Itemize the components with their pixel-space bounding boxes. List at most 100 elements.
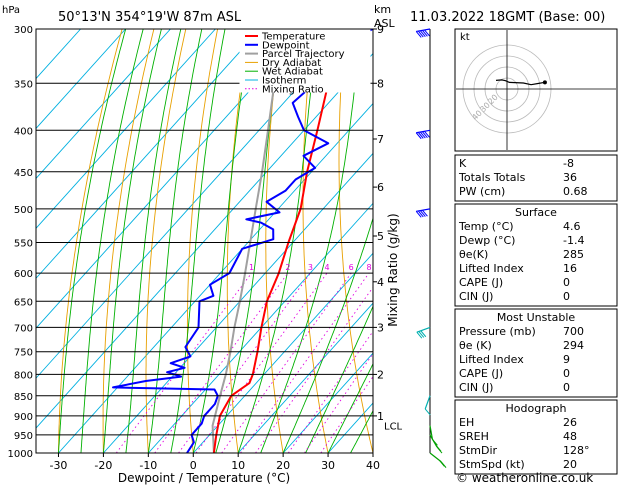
parcel-trajectory — [211, 29, 284, 453]
unstable-label: CAPE (J) — [459, 367, 503, 380]
datetime-title: 11.03.2022 18GMT (Base: 00) — [410, 10, 605, 25]
surface-value: 16 — [563, 262, 577, 275]
hodograph-unit: kt — [460, 32, 470, 43]
surface-label: CIN (J) — [459, 290, 493, 303]
wind-barb-shaft — [429, 434, 438, 448]
pressure-tick-label: 350 — [14, 79, 33, 90]
basic-label: K — [459, 157, 467, 170]
surface-label: Lifted Index — [459, 262, 524, 275]
wind-barb-flag — [419, 30, 426, 38]
wind-barb-shaft — [429, 425, 434, 440]
isotherm-line — [36, 52, 373, 429]
hodo-label: StmSpd (kt) — [459, 458, 525, 471]
legend-label: Parcel Trajectory — [262, 49, 345, 60]
mixing-ratio-label: 6 — [349, 263, 354, 272]
mixing-ratio-label: 1 — [249, 263, 254, 272]
wind-barb-flag — [418, 331, 425, 338]
isotherm-line — [237, 302, 373, 453]
isotherm-line — [36, 29, 216, 230]
km-tick-label: 9 — [377, 23, 384, 36]
basic-box — [454, 154, 618, 202]
pressure-tick-label: 650 — [14, 297, 33, 308]
basic-value: 36 — [563, 171, 577, 184]
unstable-value: 294 — [563, 339, 584, 352]
pressure-tick-label: 950 — [14, 431, 33, 442]
unstable-title: Most Unstable — [497, 311, 576, 324]
hodograph-trace — [495, 79, 546, 86]
isotherm-line — [36, 29, 171, 180]
basic-label: Totals Totals — [458, 171, 526, 184]
wind-barb-flag — [419, 210, 426, 217]
unstable-value: 9 — [563, 353, 570, 366]
unstable-value: 0 — [563, 381, 570, 394]
surface-label: Temp (°C) — [458, 220, 514, 233]
x-tick-label: -30 — [49, 459, 67, 472]
unstable-value: 700 — [563, 325, 584, 338]
x-tick-label: 30 — [321, 459, 335, 472]
isotherm-line — [192, 252, 373, 453]
isotherm-line — [282, 352, 373, 453]
wind-barb-flag — [420, 330, 427, 338]
basic-value: -8 — [563, 157, 574, 170]
pressure-tick-label: 700 — [14, 323, 33, 334]
pressure-tick-label: 550 — [14, 238, 33, 249]
wind-barb-flag — [422, 30, 428, 37]
mixing-ratio-label: 4 — [324, 263, 329, 272]
isotherm-line — [36, 29, 351, 379]
pressure-tick-label: 500 — [14, 205, 33, 216]
hodograph-frame — [454, 28, 618, 152]
surface-value: 0 — [563, 276, 570, 289]
pressure-tick-label: 750 — [14, 348, 33, 359]
km-tick-label: 8 — [377, 77, 384, 90]
x-tick-label: 10 — [231, 459, 245, 472]
y-axis-label-mixing-ratio: Mixing Ratio (g/kg) — [386, 213, 400, 326]
wind-barb-flag — [417, 30, 424, 38]
wind-barb-flag — [419, 131, 426, 139]
wind-barb-flag — [417, 210, 424, 218]
pressure-tick-label: 900 — [14, 412, 33, 423]
isotherm-line — [36, 29, 126, 130]
isotherm-line — [147, 202, 373, 453]
mixing-ratio-label: 3 — [308, 263, 313, 272]
mixing-ratio-line — [178, 272, 311, 453]
wind-barb-shaft — [424, 395, 431, 410]
hodo-value: 26 — [563, 416, 577, 429]
pressure-tick-label: 400 — [14, 126, 33, 137]
wind-barb-flag — [435, 444, 442, 452]
km-tick-label: 4 — [377, 276, 384, 289]
wind-barb-flag — [424, 408, 431, 416]
wind-barb-flag — [415, 132, 422, 140]
surface-value: 285 — [563, 248, 584, 261]
isotherm-line — [103, 152, 373, 453]
km-tick-label: 7 — [377, 133, 384, 146]
surface-label: CAPE (J) — [459, 276, 503, 289]
legend-label: Dry Adiabat — [262, 58, 321, 69]
km-tick-label: 3 — [377, 321, 384, 334]
isotherm-line — [36, 29, 261, 279]
x-tick-label: 20 — [276, 459, 290, 472]
mixing-ratio-line — [240, 272, 370, 453]
mixing-ratio-line — [221, 272, 352, 453]
legend-label: Wet Adiabat — [262, 67, 323, 78]
hodograph-storm-motion — [542, 80, 547, 85]
dry-adiabat-line — [338, 29, 373, 453]
wet-adiabat-line — [327, 362, 373, 453]
x-axis-label: Dewpoint / Temperature (°C) — [118, 471, 290, 485]
wind-barb-flag — [424, 130, 430, 138]
location-title: 50°13'N 354°19'W 87m ASL — [58, 10, 242, 25]
surface-value: 0 — [563, 290, 570, 303]
wind-barb-flag — [422, 131, 428, 138]
asl-axis-unit: ASL — [374, 17, 396, 30]
surface-value: 4.6 — [563, 220, 581, 233]
hodo-value: 48 — [563, 430, 577, 443]
wet-adiabat-line — [80, 29, 144, 453]
hodo-value: 128° — [563, 444, 590, 457]
hodo-label: EH — [459, 416, 474, 429]
wind-barb-flag — [415, 31, 422, 38]
hpa-axis-unit: hPa — [2, 5, 20, 16]
dry-adiabat-line — [226, 29, 250, 453]
km-tick-label: 2 — [377, 368, 384, 381]
km-axis-unit: km — [374, 3, 391, 16]
x-tick-label: -20 — [94, 459, 112, 472]
